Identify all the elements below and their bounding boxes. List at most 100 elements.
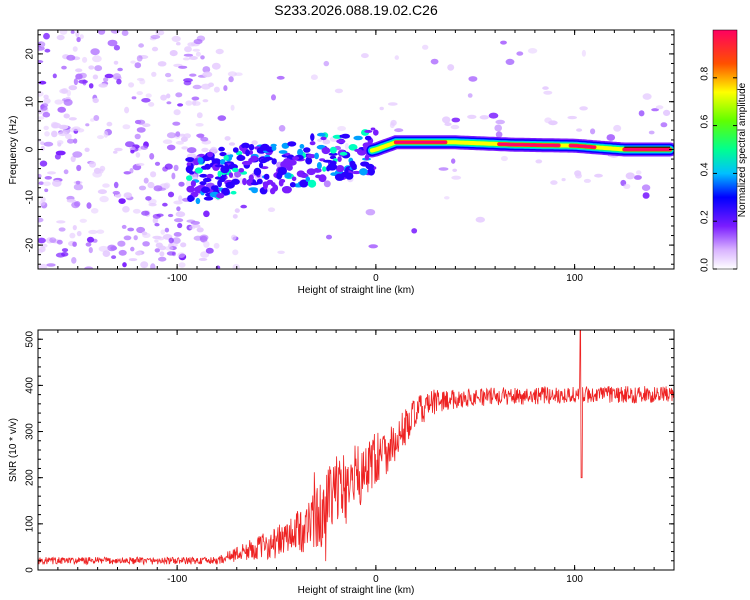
y-tick-label: -10 xyxy=(25,190,36,205)
noise-blob xyxy=(56,220,66,224)
noise-blob xyxy=(169,50,178,57)
noise-blob xyxy=(123,192,132,199)
x-tick-label: -100 xyxy=(167,574,187,585)
ridge-blob xyxy=(263,181,268,190)
noise-blob xyxy=(638,110,645,117)
noise-blob xyxy=(125,141,135,148)
ridge-blob xyxy=(230,190,237,195)
noise-blob xyxy=(467,93,473,98)
noise-blob xyxy=(168,237,174,244)
ridge-blob xyxy=(354,148,363,153)
noise-blob xyxy=(210,146,218,153)
noise-blob xyxy=(85,123,90,127)
noise-blob xyxy=(43,125,49,131)
noise-blob xyxy=(75,180,81,185)
noise-blob xyxy=(323,60,330,67)
noise-blob xyxy=(447,64,455,71)
noise-blob xyxy=(63,98,73,106)
noise-blob xyxy=(172,237,181,245)
noise-blob xyxy=(52,73,57,79)
noise-blob xyxy=(467,114,477,119)
ridge-blob xyxy=(250,182,260,186)
noise-blob xyxy=(479,115,489,120)
noise-blob xyxy=(224,136,231,141)
noise-blob xyxy=(444,196,450,200)
noise-blob xyxy=(102,250,111,257)
ridge-blob xyxy=(199,173,208,178)
noise-blob xyxy=(655,105,664,110)
x-tick-label: 100 xyxy=(566,273,583,284)
ridge-blob xyxy=(190,180,196,187)
noise-blob xyxy=(98,245,109,252)
noise-blob xyxy=(78,79,88,84)
noise-blob xyxy=(43,32,50,40)
noise-blob xyxy=(43,98,51,104)
noise-blob xyxy=(162,202,168,207)
noise-blob xyxy=(177,222,183,229)
noise-blob xyxy=(58,124,69,130)
ridge-blob xyxy=(263,156,274,161)
noise-blob xyxy=(134,62,142,69)
noise-blob xyxy=(623,183,631,189)
noise-blob xyxy=(127,227,135,232)
ridge-blob xyxy=(286,164,293,171)
noise-blob xyxy=(633,175,642,180)
noise-blob xyxy=(651,108,659,112)
ridge-blob xyxy=(258,162,264,169)
ridge-blob xyxy=(278,150,288,154)
y-tick-label: 200 xyxy=(25,469,36,486)
ridge-blob xyxy=(329,146,337,154)
noise-blob xyxy=(173,200,183,205)
ridge-blob xyxy=(335,165,345,173)
noise-blob xyxy=(61,65,67,70)
noise-blob xyxy=(663,109,671,116)
noise-blob xyxy=(68,85,78,91)
noise-blob xyxy=(232,214,238,219)
ridge-blob xyxy=(186,162,191,167)
ridge-blob xyxy=(370,127,376,131)
ridge-blob xyxy=(321,147,331,155)
noise-blob xyxy=(394,55,399,60)
noise-blob xyxy=(177,103,184,107)
noise-blob xyxy=(148,102,155,107)
noise-blob xyxy=(117,67,123,72)
noise-blob xyxy=(187,42,196,47)
ridge-blob xyxy=(299,144,305,149)
noise-blob xyxy=(72,46,78,52)
noise-blob xyxy=(141,210,150,216)
noise-blob xyxy=(122,124,131,130)
noise-blob xyxy=(185,100,193,106)
snr-panel: -100 0 100 0 100 200 300 400 500 Height of strai… xyxy=(8,329,675,596)
noise-blob xyxy=(583,178,592,183)
noise-blob xyxy=(157,61,167,67)
noise-blob xyxy=(154,248,160,253)
noise-blob xyxy=(625,172,635,180)
noise-blob xyxy=(75,68,83,73)
noise-blob xyxy=(73,183,84,191)
noise-blob xyxy=(198,257,208,261)
noise-blob xyxy=(323,180,331,188)
ridge-blob xyxy=(316,162,322,170)
colorbar-tick-label: 0.4 xyxy=(700,162,711,176)
noise-blob xyxy=(267,207,276,212)
noise-blob xyxy=(186,147,197,154)
noise-blob xyxy=(92,55,102,63)
noise-blob xyxy=(67,138,75,144)
noise-blob xyxy=(42,181,51,187)
noise-blob xyxy=(189,225,196,230)
noise-blob xyxy=(159,251,165,257)
ridge-blob xyxy=(271,145,277,151)
ridge-blob xyxy=(306,154,317,159)
noise-blob xyxy=(70,155,76,163)
noise-blob xyxy=(160,229,166,235)
noise-blob xyxy=(139,79,146,85)
ridge-blob xyxy=(323,159,333,163)
noise-blob xyxy=(166,101,172,105)
noise-blob xyxy=(75,73,83,80)
noise-blob xyxy=(451,117,461,123)
noise-blob xyxy=(148,203,157,207)
noise-blob xyxy=(178,262,186,268)
noise-blob xyxy=(548,120,558,126)
ridge-blob xyxy=(297,148,304,157)
noise-blob xyxy=(39,160,48,167)
